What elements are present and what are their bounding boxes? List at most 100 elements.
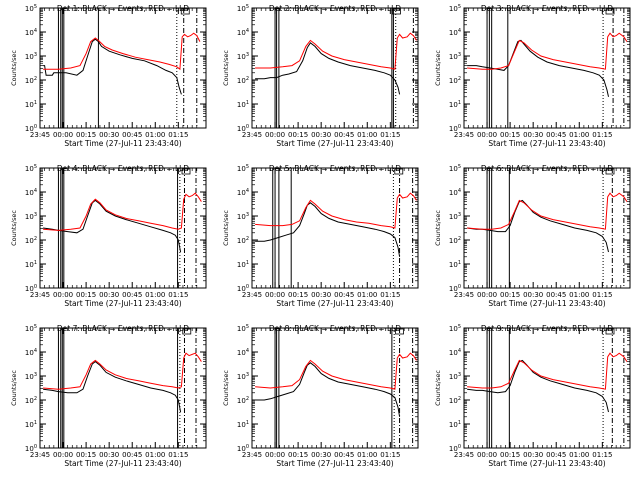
x-tick-label: 00:45 bbox=[334, 451, 354, 459]
y-axis-label: Counts/sec bbox=[10, 50, 18, 86]
x-axis-label: Start Time (27-Jul-11 23:43:40) bbox=[488, 299, 605, 308]
series-events-line bbox=[43, 360, 182, 413]
y-tick-label: 100 bbox=[237, 284, 249, 293]
panel-title: Det 8: BLACK = Events, RED = LLD bbox=[269, 324, 401, 333]
y-tick-label: 102 bbox=[449, 396, 461, 405]
y-tick-label: 102 bbox=[449, 76, 461, 85]
x-tick-label: 00:15 bbox=[500, 451, 520, 459]
x-tick-label: 00:45 bbox=[334, 131, 354, 139]
series-lld-line bbox=[43, 32, 201, 71]
x-tick-label: 00:15 bbox=[288, 131, 308, 139]
x-axis-label: Start Time (27-Jul-11 23:43:40) bbox=[64, 299, 181, 308]
x-tick-label: 00:00 bbox=[477, 131, 497, 139]
x-tick-label: 00:00 bbox=[265, 291, 285, 299]
y-tick-label: 104 bbox=[449, 28, 461, 37]
y-tick-label: 105 bbox=[449, 164, 461, 173]
x-tick-label: 01:15 bbox=[380, 291, 400, 299]
y-axis-label: Counts/sec bbox=[434, 370, 442, 406]
series-lld-line bbox=[255, 192, 417, 229]
y-axis-label: Counts/sec bbox=[10, 210, 18, 246]
x-tick-label: 01:15 bbox=[592, 451, 612, 459]
y-tick-label: 101 bbox=[237, 100, 249, 109]
x-tick-label: 23:45 bbox=[454, 291, 474, 299]
x-tick-label: 00:45 bbox=[334, 291, 354, 299]
x-tick-label: 00:15 bbox=[76, 131, 96, 139]
x-tick-label: 23:45 bbox=[454, 451, 474, 459]
x-tick-label: 00:45 bbox=[546, 451, 566, 459]
y-tick-label: 104 bbox=[449, 188, 461, 197]
x-tick-label: 01:00 bbox=[145, 131, 165, 139]
y-tick-label: 100 bbox=[449, 444, 461, 453]
x-tick-label: 00:30 bbox=[523, 291, 543, 299]
box-marker bbox=[605, 168, 615, 175]
y-tick-label: 105 bbox=[237, 324, 249, 333]
y-tick-label: 104 bbox=[25, 348, 37, 357]
panel-det-5: 100 101 102 103 104 105 23:45 00:00 00:15 00:30 00… bbox=[222, 164, 419, 308]
x-tick-label: 23:45 bbox=[242, 291, 262, 299]
x-tick-label: 01:00 bbox=[145, 451, 165, 459]
x-tick-label: 00:30 bbox=[99, 451, 119, 459]
y-tick-label: 100 bbox=[25, 284, 37, 293]
box-marker bbox=[182, 328, 192, 335]
y-tick-label: 102 bbox=[237, 76, 249, 85]
x-tick-label: 01:00 bbox=[569, 451, 589, 459]
x-axis-label: Start Time (27-Jul-11 23:43:40) bbox=[276, 459, 393, 468]
y-tick-label: 103 bbox=[25, 372, 37, 381]
x-tick-label: 23:45 bbox=[30, 131, 50, 139]
x-tick-label: 23:45 bbox=[242, 131, 262, 139]
x-axis-label: Start Time (27-Jul-11 23:43:40) bbox=[64, 459, 181, 468]
x-axis-label: Start Time (27-Jul-11 23:43:40) bbox=[488, 459, 605, 468]
x-tick-label: 00:15 bbox=[76, 291, 96, 299]
y-tick-label: 101 bbox=[25, 260, 37, 269]
y-axis-label: Counts/sec bbox=[10, 370, 18, 406]
series-events-line bbox=[255, 202, 401, 257]
y-tick-label: 102 bbox=[237, 236, 249, 245]
x-tick-label: 01:00 bbox=[357, 291, 377, 299]
x-tick-label: 23:45 bbox=[30, 451, 50, 459]
y-tick-label: 105 bbox=[25, 164, 37, 173]
y-axis-label: Counts/sec bbox=[222, 370, 230, 406]
y-tick-label: 102 bbox=[237, 396, 249, 405]
y-tick-label: 101 bbox=[25, 420, 37, 429]
box-marker bbox=[605, 8, 615, 15]
x-tick-label: 01:15 bbox=[380, 131, 400, 139]
plot-frame bbox=[39, 327, 207, 449]
box-marker bbox=[395, 328, 404, 335]
panel-det-6: 100 101 102 103 104 105 23:45 00:00 00:15 00:30 00… bbox=[434, 164, 631, 308]
series-lld-line bbox=[43, 352, 202, 390]
x-tick-label: 00:00 bbox=[265, 131, 285, 139]
y-tick-label: 103 bbox=[237, 52, 249, 61]
x-tick-label: 00:45 bbox=[546, 291, 566, 299]
panel-title: Det 5: BLACK = Events, RED = LLD bbox=[269, 164, 401, 173]
y-tick-label: 102 bbox=[25, 396, 37, 405]
y-tick-label: 100 bbox=[25, 444, 37, 453]
x-tick-label: 00:30 bbox=[311, 131, 331, 139]
x-tick-label: 00:15 bbox=[500, 291, 520, 299]
x-tick-label: 01:15 bbox=[168, 131, 188, 139]
y-tick-label: 104 bbox=[237, 188, 249, 197]
x-tick-label: 00:45 bbox=[546, 131, 566, 139]
y-tick-label: 102 bbox=[25, 236, 37, 245]
x-tick-label: 00:15 bbox=[76, 451, 96, 459]
y-tick-label: 101 bbox=[449, 260, 461, 269]
x-tick-label: 01:15 bbox=[592, 291, 612, 299]
x-tick-label: 00:00 bbox=[477, 451, 497, 459]
x-tick-label: 01:00 bbox=[357, 451, 377, 459]
series-lld-line bbox=[467, 352, 628, 390]
panel-title: Det 3: BLACK = Events, RED = LLD bbox=[481, 4, 613, 13]
y-tick-label: 105 bbox=[25, 4, 37, 13]
x-tick-label: 23:45 bbox=[30, 291, 50, 299]
y-tick-label: 103 bbox=[449, 52, 461, 61]
x-tick-label: 00:15 bbox=[288, 451, 308, 459]
y-tick-label: 104 bbox=[449, 348, 461, 357]
y-tick-label: 105 bbox=[25, 324, 37, 333]
series-events-line bbox=[43, 199, 182, 253]
x-axis-label: Start Time (27-Jul-11 23:43:40) bbox=[64, 139, 181, 148]
panel-title: Det 7: BLACK = Events, RED = LLD bbox=[57, 324, 189, 333]
x-tick-label: 01:00 bbox=[357, 131, 377, 139]
y-tick-label: 103 bbox=[449, 212, 461, 221]
plot-frame bbox=[39, 7, 207, 129]
y-tick-label: 104 bbox=[237, 348, 249, 357]
panel-det-3: 100 101 102 103 104 105 23:45 00:00 00:15 00:30 00… bbox=[434, 4, 631, 148]
